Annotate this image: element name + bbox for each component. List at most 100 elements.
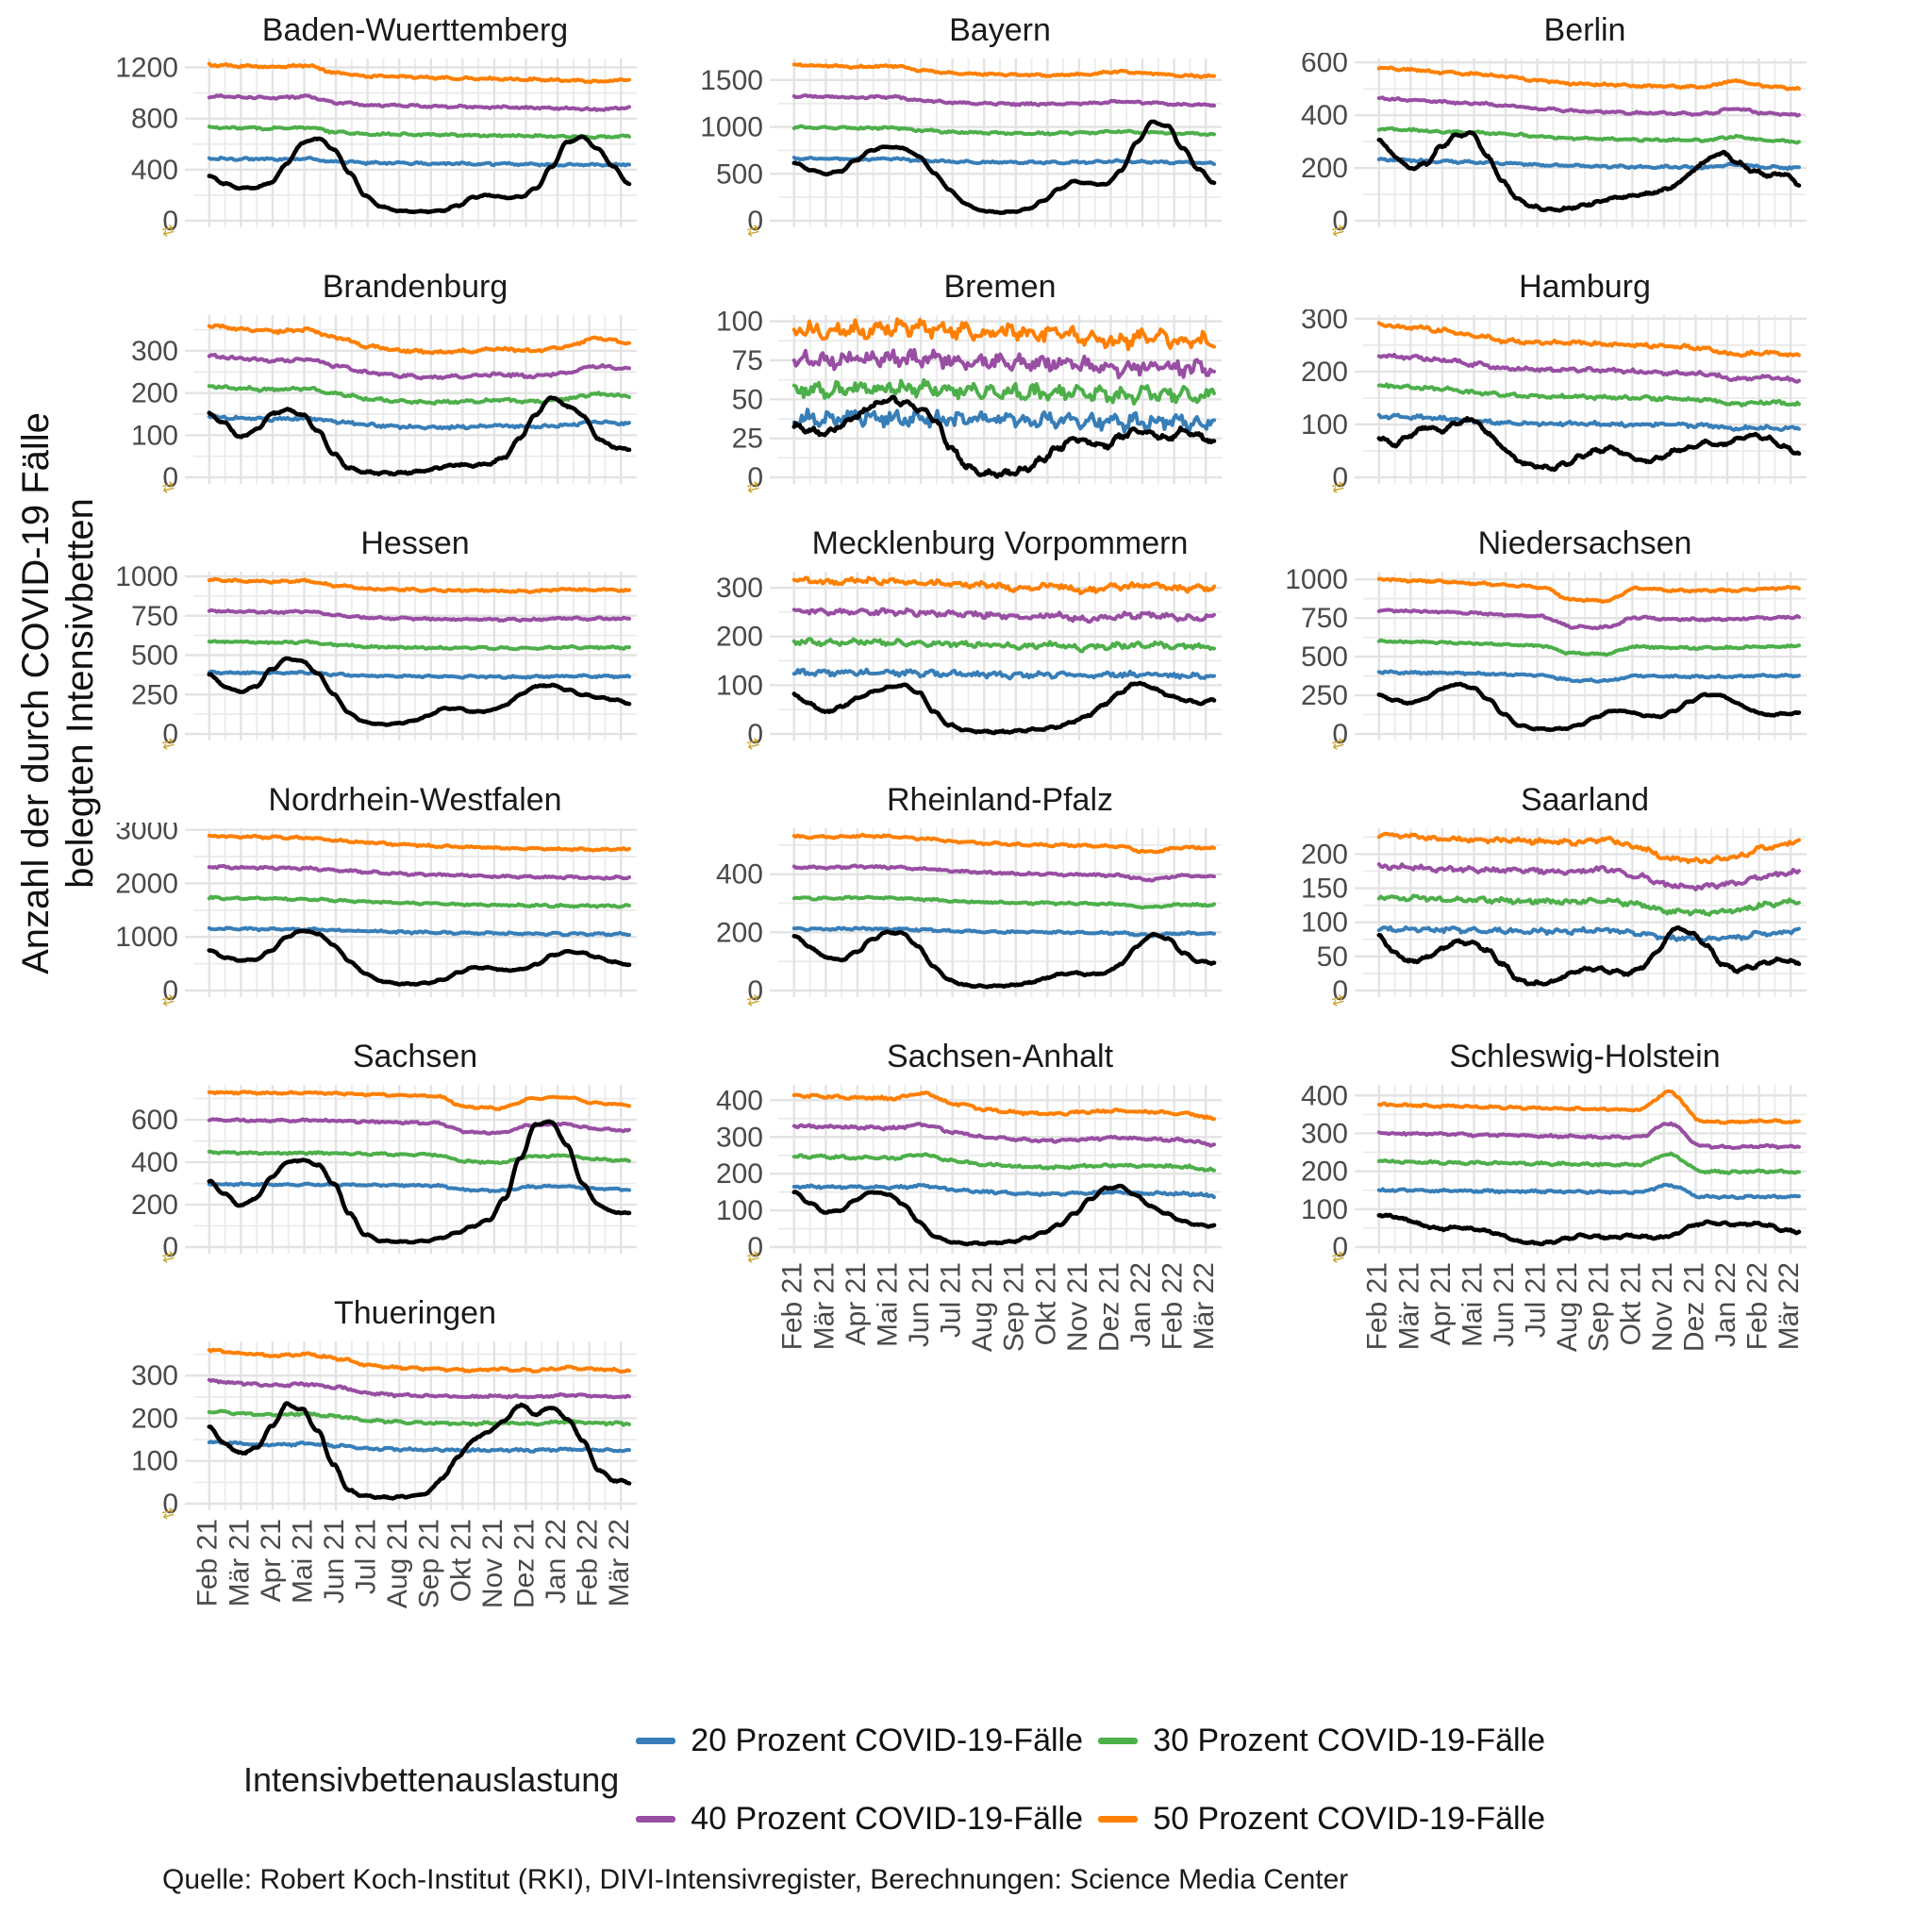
- y-tick-label: 50: [732, 384, 763, 415]
- series-line-p20: [791, 408, 1216, 434]
- legend-key-line-p50: [1098, 1816, 1139, 1823]
- facet-title: Thueringen: [333, 1295, 496, 1331]
- facet-plot: 0 25 50 75 100 ⇄: [716, 309, 1222, 494]
- x-tick-label: Jul 21: [936, 1262, 967, 1338]
- facet-title: Niedersachsen: [1477, 525, 1692, 561]
- y-tick-label: 200: [131, 1403, 178, 1434]
- x-tick-label: Sep 21: [1584, 1262, 1615, 1352]
- x-tick-label: Dez 21: [508, 1519, 540, 1608]
- y-tick-label: 500: [716, 158, 763, 190]
- x-tick-label: Feb 22: [1158, 1262, 1189, 1350]
- series-line-p30: [207, 639, 631, 652]
- x-tick-label: Mär 21: [224, 1519, 255, 1606]
- series-line-p40: [207, 352, 631, 381]
- legend-item-p20: 20 Prozent COVID-19-Fälle: [636, 1723, 1098, 1759]
- series-line-covid: [1376, 1212, 1802, 1247]
- series-line-p20: [1376, 669, 1801, 684]
- facet-plot: 0 100 200 300 ⇄: [1301, 309, 1807, 494]
- legend-key-line-p20: [636, 1738, 676, 1744]
- y-tick-label: 100: [716, 670, 763, 701]
- x-tick-label: Jan 22: [1125, 1262, 1157, 1347]
- pan-arrows-icon: ⇄: [160, 991, 176, 1007]
- legend-item-p40: 40 Prozent COVID-19-Fälle: [636, 1801, 1098, 1838]
- y-tick-label: 0: [747, 975, 763, 1007]
- series-line-covid: [207, 928, 632, 987]
- y-tick-label: 600: [131, 1105, 178, 1136]
- y-axis-ticks: 0 200 400: [716, 859, 763, 1007]
- pan-arrows-icon: ⇄: [160, 478, 176, 494]
- x-tick-label: Dez 21: [1678, 1262, 1709, 1352]
- series-line-covid: [1376, 925, 1802, 987]
- y-tick-label: 0: [162, 206, 178, 237]
- y-axis-ticks: 0 500 1000 1500: [700, 65, 763, 237]
- facet-saarland: Saarland 0 50 100 150 200 ⇄: [1264, 781, 1807, 1007]
- y-tick-label: 2000: [115, 868, 178, 899]
- series-line-covid: [207, 395, 632, 477]
- legend: Intensivbettenauslastung 20 Prozent COVI…: [243, 1723, 1932, 1838]
- facet-title: Hamburg: [1519, 269, 1651, 305]
- pan-arrows-icon: ⇄: [745, 991, 761, 1007]
- pan-arrows-icon: ⇄: [745, 222, 761, 238]
- y-tick-label: 300: [131, 336, 178, 367]
- facet-title: Hessen: [360, 525, 470, 561]
- pan-arrows-icon: ⇄: [160, 1505, 176, 1523]
- x-tick-label: Jul 21: [351, 1519, 382, 1594]
- facet-brandenburg: Brandenburg 0 100 200 300 ⇄: [94, 268, 637, 494]
- series-line-p30: [1376, 638, 1801, 658]
- x-tick-label: Aug 21: [1552, 1262, 1583, 1352]
- facet-plot: 0 400 800 1200 ⇄: [115, 53, 637, 238]
- series-line-p30: [1376, 382, 1801, 408]
- facet-title: Sachsen-Anhalt: [886, 1039, 1114, 1074]
- y-tick-label: 200: [716, 1158, 763, 1190]
- series-line-p50: [791, 62, 1216, 79]
- series-line-p40: [207, 864, 631, 881]
- facet-title: Saarland: [1520, 782, 1650, 818]
- y-tick-label: 3000: [115, 823, 178, 846]
- y-axis-ticks: 0 100 200 300: [716, 573, 763, 750]
- y-axis-ticks: 0 25 50 75 100: [716, 309, 763, 493]
- facet-bremen: Bremen 0 25 50 75 100 ⇄: [679, 268, 1222, 494]
- y-tick-label: 150: [1301, 874, 1348, 905]
- y-tick-label: 400: [1301, 100, 1348, 131]
- y-axis-ticks: 0 250 500 750 1000: [1285, 566, 1348, 750]
- y-tick-label: 100: [1301, 907, 1348, 939]
- pan-arrows-icon: ⇄: [1330, 991, 1346, 1007]
- x-axis-ticks: Feb 21 Mär 21 Apr 21 Mai 21 Jun 21 Jul 21 Aug …: [777, 1262, 1220, 1352]
- series-line-covid: [1376, 681, 1802, 733]
- y-tick-label: 200: [1301, 1157, 1348, 1188]
- x-tick-label: Nov 21: [1647, 1262, 1678, 1352]
- series-line-p20: [207, 925, 631, 938]
- y-tick-label: 400: [131, 155, 178, 186]
- y-tick-label: 750: [131, 601, 178, 632]
- facet-baden-wuerttemberg: Baden-Wuerttemberg 0 400 800 1200 ⇄: [94, 11, 637, 238]
- series-line-p40: [207, 93, 631, 112]
- y-tick-label: 600: [1301, 53, 1348, 78]
- facet-title: Rheinland-Pfalz: [886, 782, 1114, 818]
- pan-arrows-icon: ⇄: [160, 222, 176, 238]
- series-line-covid: [791, 680, 1217, 736]
- y-tick-label: 200: [131, 1190, 178, 1221]
- x-tick-label: Feb 22: [1742, 1262, 1774, 1350]
- series-line-p20: [1376, 1182, 1801, 1201]
- series-line-covid: [1376, 129, 1802, 213]
- source-caption: Quelle: Robert Koch-Institut (RKI), DIVI…: [162, 1864, 1349, 1895]
- legend-label: 40 Prozent COVID-19-Fälle: [691, 1801, 1084, 1837]
- facet-column-3: Berlin 0 200 400 600 ⇄ Hamburg 0 100 200 300 ⇄ Niede…: [1264, 11, 1807, 1681]
- y-tick-label: 1000: [115, 566, 178, 592]
- series-line-p50: [791, 1090, 1216, 1122]
- pan-arrows-icon: ⇄: [1330, 478, 1346, 494]
- x-tick-label: Jan 22: [1710, 1262, 1741, 1347]
- facet-title: Bayern: [949, 12, 1051, 48]
- series-line-p50: [1376, 321, 1801, 358]
- y-tick-label: 200: [1301, 839, 1348, 870]
- y-tick-label: 0: [162, 719, 178, 750]
- legend-key-line-p40: [636, 1816, 676, 1823]
- facet-column-2: Bayern 0 500 1000 1500 ⇄ Bremen 0 25 50 75 100 ⇄ Meck…: [679, 11, 1222, 1681]
- y-tick-label: 0: [162, 1489, 178, 1520]
- series-line-covid: [791, 929, 1217, 990]
- pan-arrows-icon: ⇄: [160, 735, 176, 751]
- facet-column-1: Baden-Wuerttemberg 0 400 800 1200 ⇄ Brandenbur…: [94, 11, 637, 1681]
